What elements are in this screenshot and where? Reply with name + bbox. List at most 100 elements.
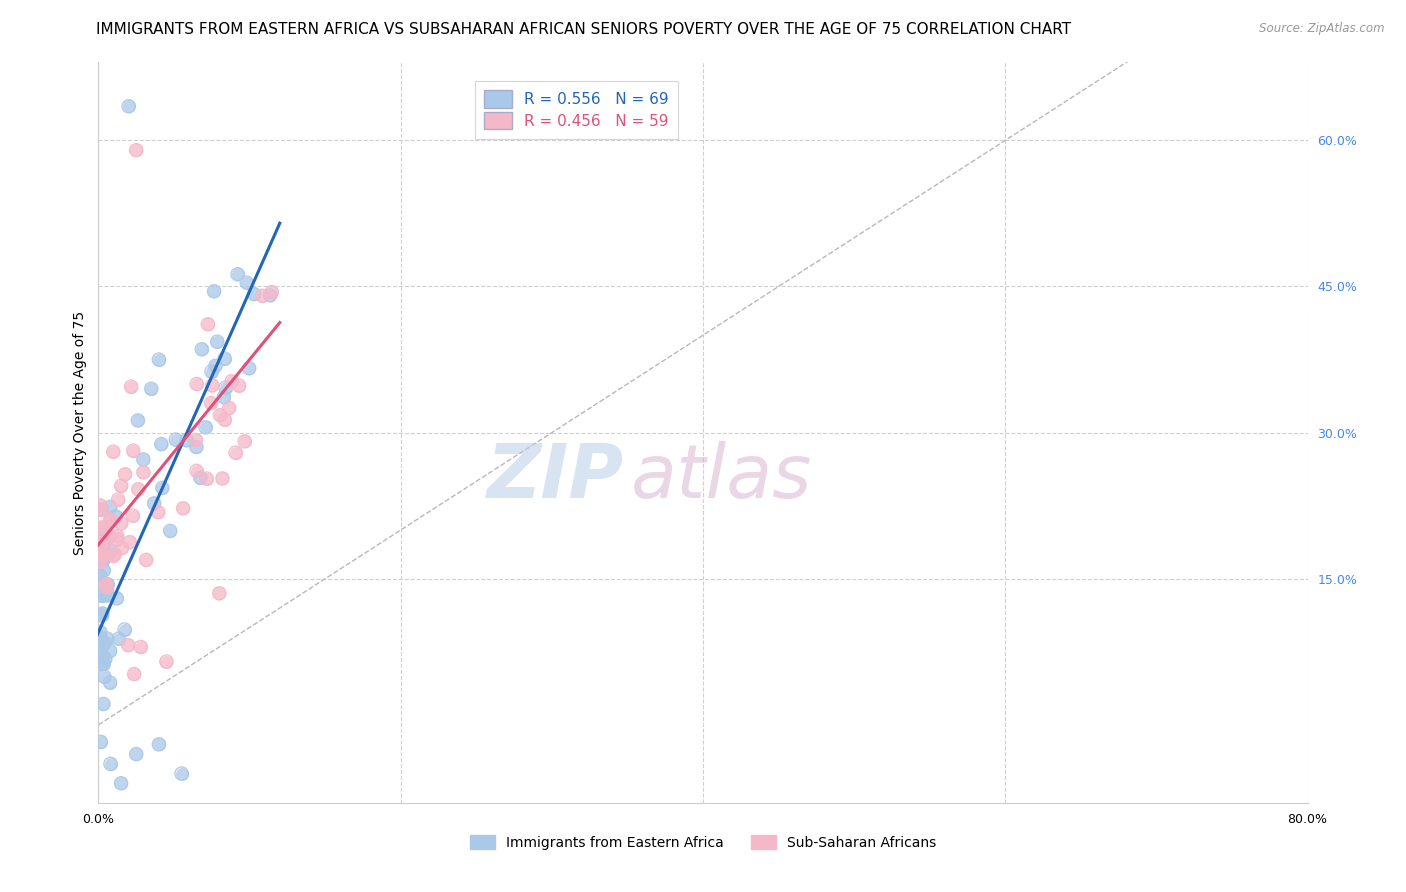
Point bbox=[228, 378, 250, 392]
Point bbox=[208, 586, 231, 600]
Point bbox=[114, 467, 136, 482]
Point bbox=[155, 655, 177, 669]
Point bbox=[110, 776, 132, 790]
Point bbox=[143, 496, 166, 510]
Point bbox=[111, 541, 134, 555]
Point bbox=[89, 642, 111, 657]
Point bbox=[118, 99, 141, 113]
Point bbox=[96, 577, 118, 591]
Point bbox=[118, 535, 141, 549]
Point bbox=[226, 267, 249, 281]
Point bbox=[94, 524, 117, 539]
Point bbox=[176, 433, 198, 447]
Point bbox=[98, 512, 121, 526]
Point bbox=[93, 636, 115, 650]
Point bbox=[204, 359, 226, 373]
Point bbox=[221, 374, 243, 388]
Point bbox=[89, 548, 111, 562]
Point bbox=[90, 503, 112, 517]
Point bbox=[125, 143, 148, 157]
Point bbox=[98, 500, 121, 514]
Point bbox=[89, 624, 111, 639]
Point bbox=[105, 591, 128, 606]
Point bbox=[107, 632, 129, 646]
Point bbox=[96, 632, 118, 646]
Point bbox=[111, 541, 134, 555]
Point bbox=[132, 465, 155, 479]
Point bbox=[118, 99, 141, 113]
Point bbox=[148, 737, 170, 751]
Point bbox=[89, 537, 111, 551]
Point bbox=[103, 444, 125, 458]
Point bbox=[186, 376, 208, 391]
Point bbox=[98, 675, 121, 690]
Point bbox=[207, 334, 229, 349]
Point bbox=[214, 381, 236, 395]
Point bbox=[96, 547, 118, 561]
Point bbox=[214, 351, 236, 366]
Point bbox=[89, 568, 111, 582]
Point bbox=[214, 351, 236, 366]
Point bbox=[90, 608, 112, 623]
Point bbox=[238, 361, 260, 376]
Point bbox=[91, 607, 114, 621]
Point bbox=[89, 632, 111, 646]
Point bbox=[90, 735, 112, 749]
Point bbox=[110, 516, 132, 531]
Point bbox=[98, 512, 121, 526]
Point bbox=[150, 481, 173, 495]
Point bbox=[191, 343, 214, 357]
Point bbox=[94, 652, 117, 666]
Point bbox=[252, 289, 274, 303]
Point bbox=[94, 652, 117, 666]
Point bbox=[89, 499, 111, 513]
Point bbox=[120, 379, 142, 393]
Point bbox=[141, 382, 163, 396]
Point bbox=[91, 553, 114, 567]
Point bbox=[252, 289, 274, 303]
Point bbox=[233, 434, 256, 449]
Point bbox=[100, 543, 122, 558]
Point bbox=[127, 482, 149, 496]
Point bbox=[172, 501, 194, 516]
Point bbox=[94, 533, 117, 548]
Point bbox=[118, 535, 141, 549]
Point bbox=[91, 638, 114, 652]
Point bbox=[93, 520, 115, 534]
Point bbox=[105, 529, 128, 543]
Point bbox=[103, 549, 125, 563]
Point bbox=[202, 285, 225, 299]
Point bbox=[89, 630, 111, 644]
Point bbox=[98, 529, 121, 543]
Point bbox=[98, 675, 121, 690]
Point bbox=[190, 471, 212, 485]
Point bbox=[214, 412, 236, 426]
Point bbox=[132, 452, 155, 467]
Point bbox=[259, 288, 281, 302]
Point bbox=[200, 396, 222, 410]
Text: ZIP: ZIP bbox=[486, 441, 624, 514]
Point bbox=[218, 401, 240, 415]
Point bbox=[89, 555, 111, 569]
Point bbox=[211, 471, 233, 485]
Point bbox=[90, 657, 112, 672]
Point bbox=[233, 434, 256, 449]
Point bbox=[212, 390, 235, 404]
Point bbox=[104, 547, 127, 561]
Point bbox=[191, 343, 214, 357]
Point bbox=[89, 536, 111, 550]
Point bbox=[100, 756, 122, 771]
Point bbox=[155, 655, 177, 669]
Point bbox=[94, 577, 117, 591]
Point bbox=[91, 589, 114, 603]
Point bbox=[117, 638, 139, 652]
Point bbox=[93, 588, 115, 602]
Point bbox=[114, 467, 136, 482]
Point bbox=[195, 471, 218, 485]
Point bbox=[218, 401, 240, 415]
Point bbox=[125, 143, 148, 157]
Point bbox=[148, 352, 170, 367]
Point bbox=[94, 577, 117, 591]
Point bbox=[104, 509, 127, 524]
Point bbox=[104, 509, 127, 524]
